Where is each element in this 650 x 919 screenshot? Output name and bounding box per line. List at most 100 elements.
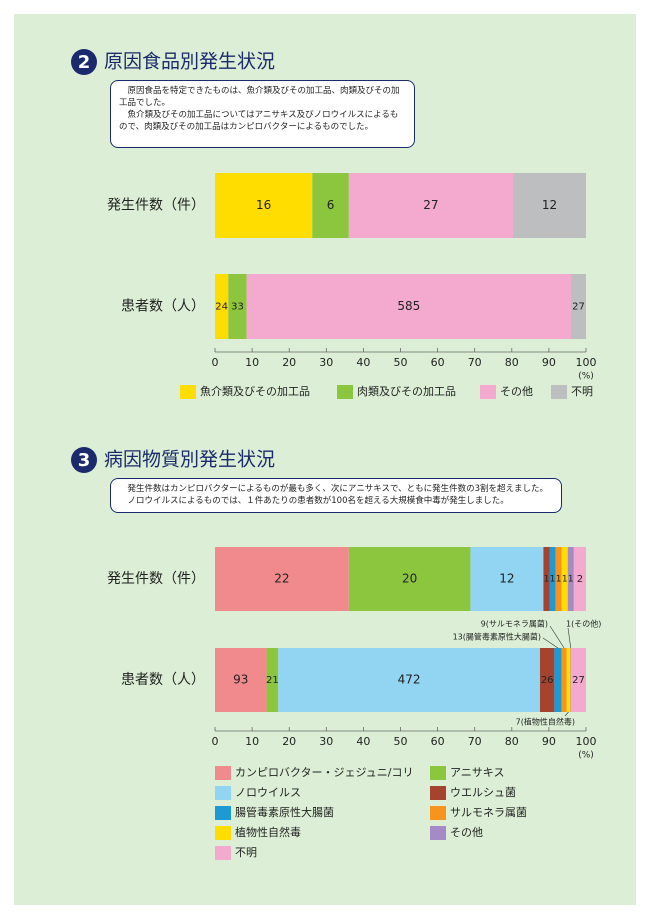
x-tick-label: 90 — [542, 735, 556, 748]
x-tick-label: 80 — [505, 356, 519, 369]
legend-swatch — [180, 385, 196, 399]
bar-segment — [513, 173, 586, 238]
legend-swatch — [215, 846, 231, 860]
value-label: 585 — [397, 299, 420, 313]
bar-segment — [554, 648, 562, 712]
description-text: 発生件数はカンピロバクターによるものが最も多く、次にアニサキスで、ともに発生件数… — [127, 484, 549, 494]
bar-segment — [228, 274, 247, 339]
leader-line — [567, 627, 572, 649]
bar-segment — [543, 547, 550, 611]
description-box: 発生件数はカンピロバクターによるものが最も多く、次にアニサキスで、ともに発生件数… — [110, 478, 562, 513]
bar-segment — [561, 648, 567, 712]
value-label: 22 — [274, 572, 289, 586]
category-label: 患者数（人） — [121, 672, 205, 688]
page-background — [14, 14, 636, 905]
legend-label: 腸管毒素原性大腸菌 — [235, 805, 334, 819]
x-tick-label: 40 — [356, 735, 370, 748]
x-tick-label: 30 — [319, 356, 333, 369]
bar-segment — [570, 648, 572, 712]
bar-segment — [266, 648, 279, 712]
bar-segment — [312, 173, 349, 238]
description-box: 原因食品を特定できたものは、魚介類及びその加工品、肉類及びその加工品でした。 魚介… — [110, 80, 415, 148]
bar-segment — [571, 648, 586, 712]
value-label: 21 — [266, 675, 279, 686]
x-tick-label: 50 — [394, 356, 408, 369]
bar-segment — [539, 648, 555, 712]
value-label: 27 — [572, 675, 585, 686]
x-tick-label: 60 — [431, 735, 445, 748]
bar-segment — [348, 547, 471, 611]
bar-segment — [561, 547, 568, 611]
heading-title: 病因物質別発生状況 — [104, 449, 275, 471]
bar-segment — [571, 274, 586, 339]
leader-line — [549, 625, 565, 649]
value-label: 1 — [568, 575, 574, 585]
callout-label: 9(サルモネラ属菌) — [481, 619, 548, 629]
x-tick-label: 10 — [245, 735, 259, 748]
legend-swatch — [215, 766, 231, 780]
category-label: 発生件数（件） — [107, 198, 205, 214]
x-tick-label: 100 — [576, 356, 597, 369]
category-label: 発生件数（件） — [107, 571, 205, 587]
bar-segment — [567, 547, 574, 611]
description-text: 魚介類及びその加工品についてはアニサキス及びノロウイルスによるもので、肉類及びそ… — [119, 110, 399, 132]
bar-segment — [573, 547, 586, 611]
heading-badge — [71, 447, 97, 473]
x-tick-label: 30 — [319, 735, 333, 748]
x-tick-label: 20 — [282, 356, 296, 369]
x-tick-label: 50 — [394, 735, 408, 748]
description-text: ノロウイルスによるものでは、１件あたりの患者数が100名を超える大規模食中毒が発… — [127, 496, 509, 506]
legend-label: ノロウイルス — [235, 786, 301, 799]
legend-label: 植物性自然毒 — [235, 825, 301, 839]
legend-swatch — [215, 806, 231, 820]
value-label: 472 — [398, 673, 421, 687]
legend-label: 不明 — [235, 846, 257, 859]
value-label: 93 — [233, 673, 248, 687]
value-label: 12 — [499, 572, 514, 586]
legend-label: サルモネラ属菌 — [450, 806, 527, 819]
x-tick-label: 20 — [282, 735, 296, 748]
bar-segment — [215, 274, 229, 339]
legend-label: その他 — [500, 385, 533, 398]
x-tick-label: 0 — [212, 356, 219, 369]
x-tick-label: 0 — [212, 735, 219, 748]
value-label: 24 — [215, 302, 228, 313]
bar-segment — [555, 547, 562, 611]
x-tick-label: 40 — [356, 356, 370, 369]
value-label: 6 — [327, 198, 335, 212]
bar-segment — [566, 648, 571, 712]
legend-swatch — [430, 766, 446, 780]
value-label: 20 — [402, 572, 417, 586]
x-axis-unit: (%) — [578, 372, 594, 382]
value-label: 12 — [542, 198, 557, 212]
value-label: 1 — [556, 575, 562, 585]
heading-badge — [71, 49, 97, 75]
x-axis-unit: (%) — [578, 751, 594, 761]
legend-swatch — [215, 786, 231, 800]
heading-number: 3 — [78, 450, 91, 471]
callout-label: 7(植物性自然毒) — [516, 717, 575, 727]
x-tick-label: 70 — [468, 735, 482, 748]
category-label: 患者数（人） — [121, 299, 205, 315]
legend-swatch — [480, 385, 496, 399]
x-tick-label: 70 — [468, 356, 482, 369]
bar-segment — [470, 547, 544, 611]
callout-label: 13(腸管毒素原性大腸菌) — [453, 632, 541, 642]
legend-label: その他 — [450, 826, 483, 839]
x-tick-label: 80 — [505, 735, 519, 748]
legend-label: アニサキス — [450, 766, 504, 779]
bar-segment — [215, 547, 349, 611]
legend-swatch — [551, 385, 567, 399]
x-tick-label: 10 — [245, 356, 259, 369]
bar-segment — [215, 173, 313, 238]
description-text: 原因食品を特定できたものは、魚介類及びその加工品、肉類及びその加工品でした。 — [119, 86, 400, 108]
callout-label: 1(その他) — [566, 619, 601, 629]
legend-label: 肉類及びその加工品 — [357, 385, 456, 398]
value-label: 1 — [550, 575, 556, 585]
legend-label: 魚介類及びその加工品 — [200, 385, 310, 398]
bar-segment — [215, 648, 267, 712]
value-label: 1 — [562, 575, 568, 585]
legend-swatch — [430, 826, 446, 840]
